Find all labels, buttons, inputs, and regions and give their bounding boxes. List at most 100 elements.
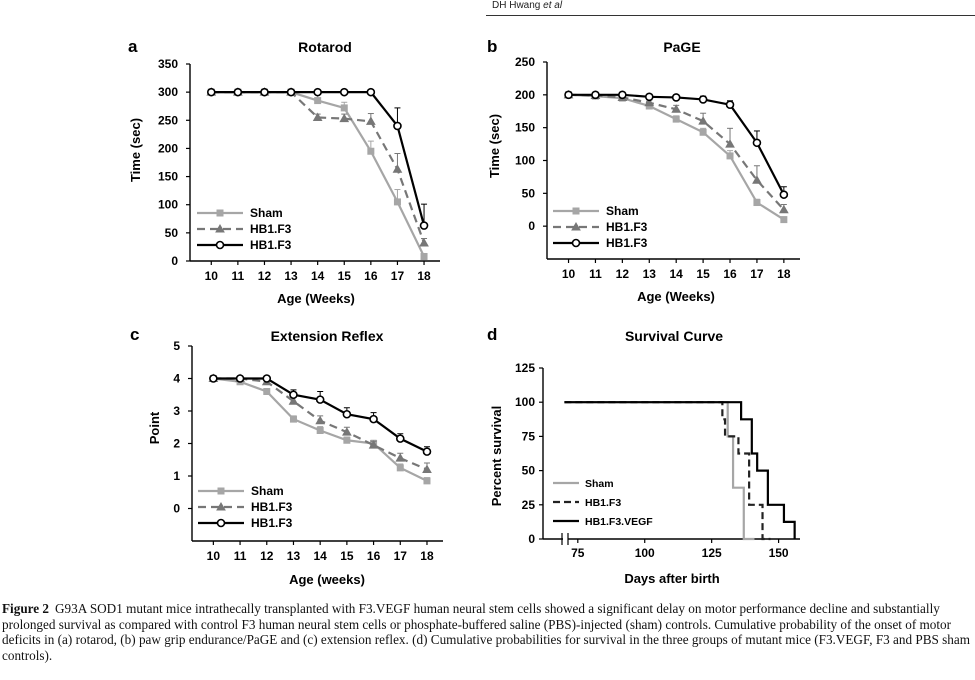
y-tick-label-a: 100 (158, 198, 178, 212)
y-tick-label-d: 0 (528, 532, 535, 546)
legend-marker (215, 240, 225, 250)
survival-step-line (564, 401, 796, 539)
data-point (672, 115, 680, 123)
page-header: DH Hwang et al (0, 0, 975, 20)
legend-marker (571, 221, 581, 231)
data-point (726, 152, 734, 160)
data-point (752, 138, 762, 148)
data-point (644, 97, 655, 107)
y-axis-label-b: Time (sec) (487, 114, 502, 178)
x-tick-label-a: 18 (417, 269, 431, 283)
data-point (313, 87, 322, 97)
x-tick-label-b: 11 (589, 267, 602, 281)
data-point (419, 237, 429, 247)
legend-marker (571, 238, 581, 248)
data-point (235, 374, 245, 383)
y-tick-label-c: 2 (173, 437, 180, 451)
chart-panel-a: a Rotarod Time (sec) Age (Weeks) 0 50 100 150 20… (128, 37, 440, 306)
y-tick-label-d: 50 (522, 464, 536, 478)
chart-title-c: Extension Reflex (271, 328, 384, 344)
y-tick-label-c: 1 (173, 469, 180, 483)
data-point (260, 87, 269, 97)
x-tick-label-b: 13 (643, 267, 657, 281)
data-point (206, 87, 216, 97)
data-point (315, 415, 326, 425)
data-point (392, 164, 403, 173)
x-tick-label-b: 14 (670, 267, 684, 281)
series-b-2 (564, 90, 789, 199)
data-point (342, 427, 352, 436)
y-tick-label-a: 200 (158, 141, 178, 155)
series-a-1 (206, 87, 429, 247)
data-point (419, 221, 429, 230)
data-point (422, 464, 432, 473)
x-tick-label-a: 12 (258, 269, 272, 283)
data-point (339, 113, 350, 123)
data-point (778, 204, 789, 214)
legend-label: HB1.F3 (251, 516, 293, 530)
data-point (289, 415, 297, 423)
legend-label: Sham (585, 478, 614, 490)
x-tick-label-d: 100 (635, 546, 655, 560)
x-tick-label-d: 125 (702, 546, 722, 560)
data-point (393, 121, 402, 131)
panel-letter-c: c (130, 325, 139, 344)
legend-marker (216, 209, 224, 217)
figure-caption: Figure 2 G93A SOD1 mutant mice intratheca… (2, 601, 970, 663)
y-tick-label-c: 0 (173, 502, 180, 516)
series-c-1 (208, 373, 432, 473)
running-header: DH Hwang et al (492, 0, 562, 11)
data-point (393, 198, 401, 206)
data-point (343, 436, 351, 444)
data-point (671, 104, 682, 113)
y-tick-label-a: 300 (158, 85, 178, 99)
legend-marker (572, 207, 580, 215)
data-point (422, 447, 432, 456)
y-tick-label-d: 100 (515, 395, 535, 409)
data-point (779, 190, 789, 199)
data-point (368, 440, 379, 449)
legend-marker (217, 487, 225, 495)
chart-title-a: Rotarod (298, 39, 352, 55)
x-tick-label-c: 10 (207, 549, 221, 563)
header-author: DH Hwang (492, 0, 541, 11)
x-tick-label-b: 16 (723, 267, 737, 281)
data-point (339, 87, 349, 97)
panel-letter-d: d (487, 325, 497, 344)
data-point (286, 87, 296, 97)
legend-marker (216, 501, 226, 511)
chart-title-d: Survival Curve (625, 328, 723, 344)
x-tick-label-c: 15 (340, 549, 354, 563)
chart-panel-d: d Survival Curve Percent survival Days afte… (487, 325, 800, 586)
x-tick-label-c: 12 (260, 549, 274, 563)
caption-text: G93A SOD1 mutant mice intrathecally tran… (2, 601, 970, 663)
data-point (365, 116, 376, 125)
series-line (568, 93, 785, 221)
data-point (725, 100, 735, 109)
y-tick-label-b: 200 (515, 88, 535, 102)
data-point (698, 95, 708, 104)
x-tick-label-a: 15 (338, 269, 352, 283)
legend-d: Sham HB1.F3 HB1.F3.VEGF (553, 478, 653, 528)
x-tick-label-b: 15 (696, 267, 710, 281)
data-point (342, 409, 352, 419)
data-point (367, 147, 375, 155)
data-point (315, 395, 325, 404)
x-tick-label-d: 75 (571, 546, 585, 560)
data-point (699, 128, 707, 136)
data-point (780, 216, 788, 224)
x-tick-label-b: 18 (777, 267, 791, 281)
data-point (644, 92, 654, 102)
legend-marker (216, 518, 226, 528)
caption-label: Figure 2 (2, 601, 50, 616)
x-tick-label-b: 17 (750, 267, 764, 281)
y-tick-label-a: 150 (158, 170, 178, 184)
series-d-0 (564, 401, 755, 541)
x-tick-label-c: 16 (367, 549, 381, 563)
x-tick-label-a: 17 (391, 269, 405, 283)
data-point (753, 199, 761, 207)
x-tick-label-a: 16 (364, 269, 378, 283)
data-point (233, 87, 243, 97)
